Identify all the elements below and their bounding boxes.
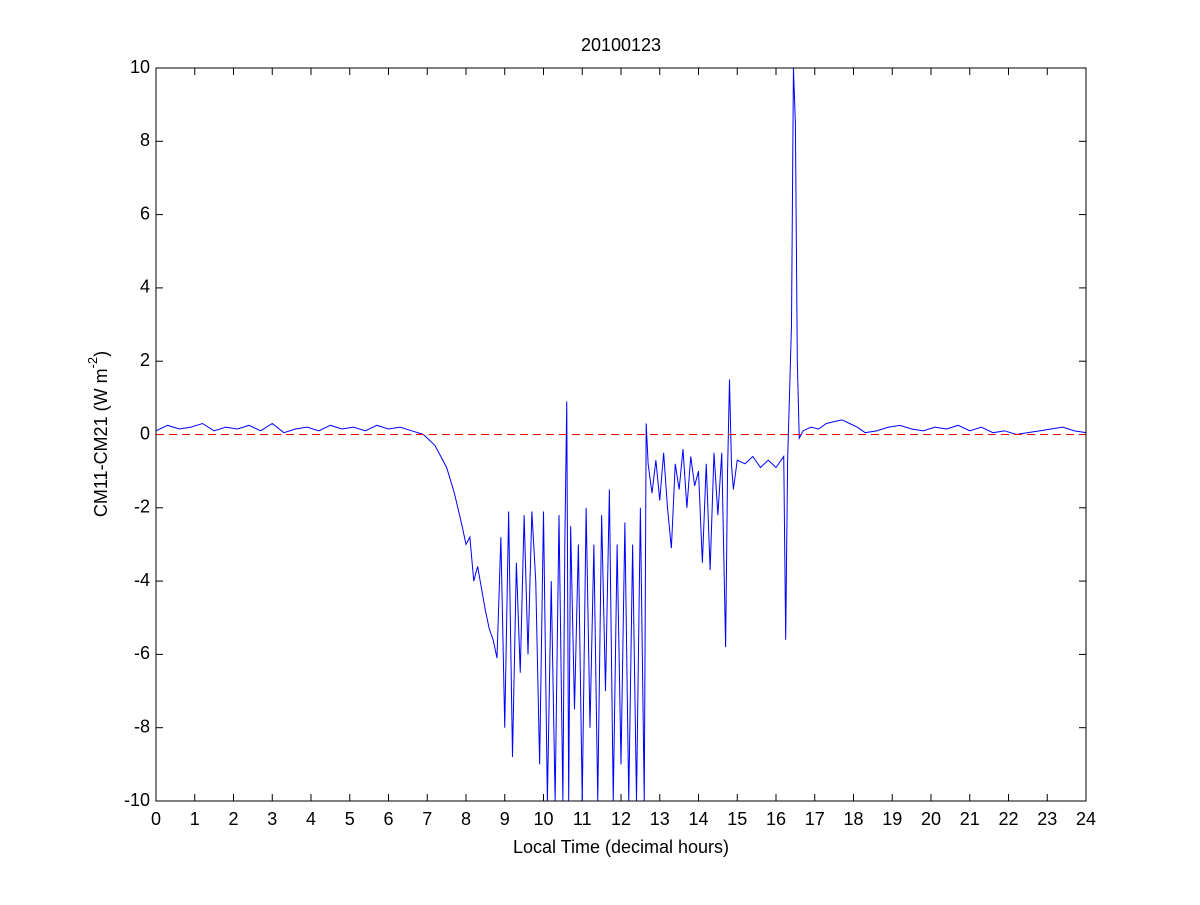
y-label-main: CM11-CM21 (W m bbox=[91, 368, 111, 517]
y-tick-label: -8 bbox=[134, 716, 150, 736]
y-label-sup: -2 bbox=[85, 357, 100, 369]
x-tick-label: 11 bbox=[573, 809, 592, 829]
x-tick-label: 13 bbox=[650, 809, 670, 829]
x-tick-label: 20 bbox=[921, 809, 941, 829]
y-label-end: ) bbox=[91, 351, 111, 357]
x-tick-label: 0 bbox=[151, 809, 161, 829]
y-tick-label: -10 bbox=[124, 790, 150, 810]
x-tick-label: 17 bbox=[805, 809, 825, 829]
y-tick-label: -2 bbox=[134, 497, 150, 517]
x-tick-label: 16 bbox=[766, 809, 786, 829]
x-axis-label: Local Time (decimal hours) bbox=[513, 837, 729, 857]
x-tick-label: 23 bbox=[1037, 809, 1057, 829]
x-tick-label: 2 bbox=[228, 809, 238, 829]
y-tick-label: 2 bbox=[140, 350, 150, 370]
x-tick-label: 19 bbox=[882, 809, 902, 829]
x-tick-label: 1 bbox=[190, 809, 200, 829]
y-axis-label: CM11-CM21 (W m-2) bbox=[85, 351, 110, 517]
plot-area bbox=[156, 68, 1086, 801]
x-tick-label: 9 bbox=[500, 809, 510, 829]
x-tick-label: 3 bbox=[267, 809, 277, 829]
x-tick-label: 8 bbox=[461, 809, 471, 829]
chart-title: 20100123 bbox=[581, 35, 661, 55]
x-tick-label: 15 bbox=[727, 809, 747, 829]
x-tick-label: 6 bbox=[383, 809, 393, 829]
y-tick-label: -4 bbox=[134, 570, 150, 590]
x-tick-label: 14 bbox=[688, 809, 708, 829]
plot-frame bbox=[155, 67, 1087, 802]
y-tick-label: 6 bbox=[140, 203, 150, 223]
x-tick-label: 24 bbox=[1076, 809, 1096, 829]
y-tick-label: 0 bbox=[140, 423, 150, 443]
x-tick-label: 18 bbox=[843, 809, 863, 829]
x-tick-label: 5 bbox=[345, 809, 355, 829]
x-tick-label: 4 bbox=[306, 809, 316, 829]
y-tick-label: -6 bbox=[134, 643, 150, 663]
x-tick-label: 12 bbox=[611, 809, 631, 829]
y-tick-label: 10 bbox=[130, 57, 150, 77]
x-tick-label: 22 bbox=[998, 809, 1018, 829]
y-tick-label: 4 bbox=[140, 277, 150, 297]
x-tick-label: 10 bbox=[533, 809, 553, 829]
x-tick-label: 21 bbox=[960, 809, 980, 829]
x-tick-label: 7 bbox=[422, 809, 432, 829]
y-tick-label: 8 bbox=[140, 130, 150, 150]
data-line bbox=[156, 68, 1086, 801]
